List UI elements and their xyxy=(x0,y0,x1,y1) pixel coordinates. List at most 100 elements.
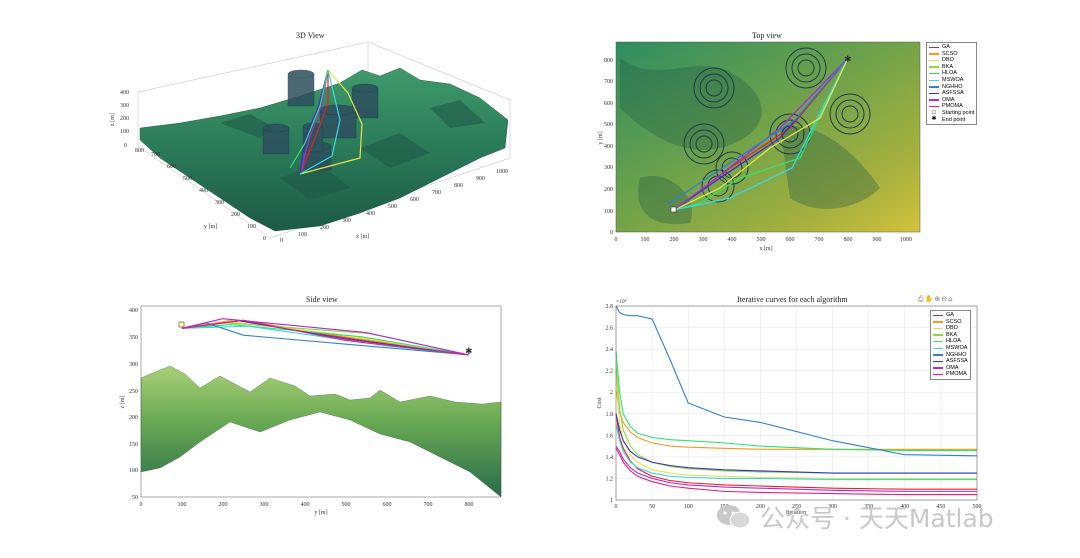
x-tick: 300 xyxy=(828,504,837,510)
y-tick: 2.8 xyxy=(606,304,614,310)
x-tick: 200 xyxy=(320,225,329,231)
y-tick: 1.8 xyxy=(606,412,614,418)
x-tick: 500 xyxy=(388,204,397,210)
x-tick: 600 xyxy=(383,502,392,508)
pan-icon[interactable]: ✋ xyxy=(924,295,935,303)
panel-3d-view: 3D View xyxy=(100,28,530,260)
legend-swatch xyxy=(933,367,943,369)
plot-side-view[interactable]: ✱ 0 100 200 300 400 500 600 700 800 y [m… xyxy=(110,292,510,522)
start-point-icon: □ xyxy=(932,109,936,116)
legend-item: MSWOA xyxy=(933,345,968,352)
legend-label: HLOA xyxy=(942,70,957,77)
series-line-asfssa xyxy=(615,413,977,474)
axes-frame-side xyxy=(140,305,502,498)
x-tick: 100 xyxy=(641,237,650,243)
y-tick: 700 xyxy=(604,79,613,85)
zoom-in-icon[interactable]: ⊕ xyxy=(934,295,942,303)
x-tick: 600 xyxy=(786,237,795,243)
plot-top-view[interactable]: ✱ 0 100 200 300 400 500 600 700 800 900 … xyxy=(580,28,980,260)
y-tick: 350 xyxy=(129,335,138,341)
plot-3d-view[interactable]: 0 100 200 300 400 z [m] 0 100 200 300 40… xyxy=(100,28,530,260)
legend-swatch xyxy=(933,314,943,317)
x-tick: 200 xyxy=(756,504,765,510)
z-tick: 200 xyxy=(120,116,129,122)
end-point-icon: ✱ xyxy=(931,116,937,123)
x-axis-ticks-3d: 0 100 200 300 400 500 600 700 800 900 10… xyxy=(280,169,508,244)
y-tick: 200 xyxy=(129,415,138,421)
legend-item: MSWOA xyxy=(929,77,974,84)
title-convergence: Iterative curves for each algorithm xyxy=(737,295,848,304)
legend-label: Starting point xyxy=(942,109,975,116)
z-axis-label-3d: z [m] xyxy=(110,113,116,126)
legend-label: ASFSSA xyxy=(946,358,968,365)
terrain-profile-side xyxy=(140,365,502,498)
x-tick: 0 xyxy=(615,237,618,243)
legend-swatch xyxy=(933,334,943,336)
legend-swatch xyxy=(929,79,939,82)
series-line-mswoa xyxy=(615,424,977,481)
x-tick: 1000 xyxy=(900,237,912,243)
legend-label: BKA xyxy=(942,63,954,70)
legend-item: OMA xyxy=(929,97,974,104)
legend-swatch xyxy=(933,360,943,363)
paths-side xyxy=(181,318,469,356)
legend-item: HLOA xyxy=(929,70,974,77)
legend-label: BKA xyxy=(946,331,958,338)
y-tick: 700 xyxy=(151,152,160,158)
x-tick: 100 xyxy=(684,504,693,510)
series-line-pmoma xyxy=(615,447,977,496)
legend-item: NGHHO xyxy=(929,84,974,91)
x-tick: 300 xyxy=(260,502,269,508)
home-icon[interactable]: ⌂ xyxy=(948,295,954,303)
x-tick: 100 xyxy=(178,502,187,508)
series-line-oma xyxy=(615,445,977,492)
x-tick: 0 xyxy=(140,502,143,508)
x-tick: 400 xyxy=(301,502,310,508)
x-tick: 800 xyxy=(465,502,474,508)
terrain-ridges-3d xyxy=(220,100,485,200)
y-axis-ticks-convergence: 1 1.2 1.4 1.6 1.8 2 2.2 2.4 2.6 2.8 xyxy=(606,304,614,504)
export-icon[interactable]: ⎙ xyxy=(918,295,925,303)
x-tick: 400 xyxy=(366,211,375,217)
legend-label: SCSO xyxy=(946,318,962,325)
figure-toolbar[interactable]: ⎙✋⊕⊖⌂ xyxy=(918,295,954,304)
x-tick: 500 xyxy=(757,237,766,243)
legend-swatch xyxy=(933,321,943,323)
axes-frame-convergence xyxy=(615,305,978,501)
x-axis-label-top: x [m] xyxy=(759,246,772,252)
legend-label: DBO xyxy=(946,325,958,332)
legend-swatch xyxy=(929,92,939,95)
x-tick: 700 xyxy=(424,502,433,508)
y-axis-label-convergence: Cost xyxy=(597,397,603,408)
legend-item: OMA xyxy=(933,365,968,372)
legend-swatch xyxy=(933,354,943,356)
x-tick: 200 xyxy=(670,237,679,243)
x-tick: 0 xyxy=(280,238,283,244)
y-axis-ticks-3d: 0 100 200 300 400 500 600 700 800 xyxy=(135,148,266,242)
legend-swatch xyxy=(933,347,943,350)
legend-item: GA xyxy=(933,312,968,319)
x-axis-ticks-top: 0 100 200 300 400 500 600 700 800 900 10… xyxy=(615,237,913,243)
legend-label: OMA xyxy=(946,364,959,371)
legend-label: NGHHO xyxy=(946,351,967,358)
legend-item: SCSO xyxy=(929,51,974,58)
legend-label: MSWOA xyxy=(946,344,968,351)
grid-convergence xyxy=(615,305,978,501)
zoom-out-icon[interactable]: ⊖ xyxy=(941,295,949,303)
y-axis-label-side: z [m] xyxy=(120,396,126,409)
x-tick: 900 xyxy=(476,176,485,182)
paths-3d xyxy=(289,69,363,175)
legend-item: HLOA xyxy=(933,338,968,345)
y-tick: 600 xyxy=(167,164,176,170)
y-tick: 100 xyxy=(129,468,138,474)
legend-item: PMOMA xyxy=(933,371,968,378)
y-tick: 400 xyxy=(199,188,208,194)
legend-label: SCSO xyxy=(942,50,958,57)
z-tick: 0 xyxy=(124,143,127,149)
plot-convergence[interactable]: ×10⁴ 0 50 100 150 200 250 300 350 400 45… xyxy=(585,292,985,522)
y-tick: 1.2 xyxy=(606,476,614,482)
y-tick: 200 xyxy=(231,212,240,218)
panel-top-view: Top view xyxy=(580,28,980,260)
y-tick: 300 xyxy=(215,200,224,206)
legend-label: PMOMA xyxy=(946,371,967,378)
